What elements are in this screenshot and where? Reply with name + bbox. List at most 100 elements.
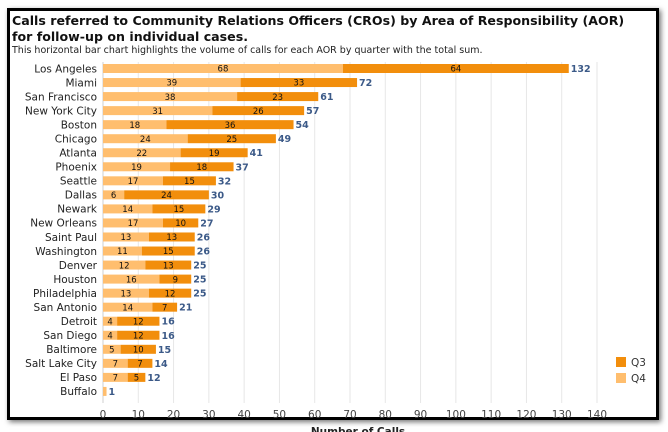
x-tick-label: 70 [343,409,356,421]
bar-q4 [103,204,153,214]
bar-q4 [103,218,163,228]
bar-q3-value-label: 25 [226,135,237,145]
bar-q4 [103,330,118,340]
total-value-label: 57 [306,106,319,117]
bar-q4-value-label: 13 [121,289,132,299]
x-tick-label: 30 [202,409,215,421]
bar-q4-value-label: 11 [117,247,128,257]
bar-q4 [103,148,181,158]
bar-q3-value-label: 13 [163,261,174,271]
total-value-label: 27 [200,218,213,229]
bar-q4 [103,64,343,73]
bar-q3 [166,120,294,130]
bar-q4-value-label: 38 [165,93,176,103]
bar-q4-value-label: 12 [119,261,130,271]
bar-q3 [117,330,160,340]
x-tick-label: 140 [587,409,607,421]
category-label: San Antonio [34,302,97,314]
total-value-label: 30 [211,190,225,201]
bar-q3 [120,344,156,354]
bar-q3-value-label: 5 [134,374,139,384]
category-label: Los Angeles [34,63,97,75]
category-label: San Diego [43,330,97,342]
bar-q4 [103,78,241,88]
category-label: Newark [57,204,98,216]
bar-q4 [103,288,149,298]
bar-q4 [103,302,153,312]
bar-q3 [141,246,195,256]
total-value-label: 61 [320,92,333,103]
legend-label-q3: Q3 [631,357,646,369]
bar-q4-value-label: 24 [140,135,151,145]
category-label: Dallas [65,190,97,202]
bar-q3-value-label: 10 [133,346,144,356]
category-label: Washington [35,246,97,258]
bar-q3-value-label: 26 [253,107,264,117]
total-value-label: 15 [158,345,171,356]
bar-q3-value-label: 7 [162,303,167,313]
bar-q4-value-label: 14 [122,303,133,313]
bar-q4 [103,274,160,284]
x-tick-label: 130 [552,409,572,421]
bar-q3 [237,92,319,102]
bar-q4-value-label: 19 [131,163,142,173]
bar-q4-value-label: 18 [129,121,140,131]
bar-q4 [103,232,149,242]
category-label: Seattle [60,176,97,188]
bar-q3 [117,316,160,326]
category-label: El Paso [60,372,97,384]
bar-q4-value-label: 7 [113,374,118,384]
bar-q3-value-label: 15 [173,205,184,215]
x-axis-title: Number of Calls [311,426,405,432]
bar-q3-value-label: 33 [293,79,304,89]
bar-q4 [103,92,238,102]
x-tick-label: 90 [414,409,427,421]
x-tick-label: 20 [167,409,180,421]
bar-q4 [103,120,167,130]
bar-q3 [148,288,192,298]
bar-q4-value-label: 5 [109,346,114,356]
bar-q4 [103,246,142,256]
bar-q4 [103,260,146,270]
bar-q4 [103,162,171,172]
bar-q3-value-label: 24 [161,191,172,201]
total-value-label: 25 [193,275,206,286]
bar-q4-value-label: 31 [152,107,163,117]
bar-q4-value-label: 17 [128,219,139,229]
bar-q3 [148,232,195,242]
x-tick-label: 0 [100,409,107,421]
category-label: Baltimore [46,344,97,356]
bar-q4 [103,190,125,200]
x-tick-label: 80 [379,409,392,421]
category-label: New Orleans [30,218,97,230]
bar-q3-value-label: 9 [173,275,178,285]
bar-q4-value-label: 7 [113,360,118,370]
total-value-label: 16 [161,317,175,328]
bar-q3-value-label: 10 [175,219,186,229]
total-value-label: 32 [218,176,231,187]
bar-q3-value-label: 15 [163,247,174,257]
bar-q4-value-label: 17 [128,177,139,187]
bar-q3 [124,190,209,200]
bar-q3-value-label: 12 [165,289,176,299]
category-label: New York City [25,105,97,117]
total-value-label: 25 [193,261,206,272]
bar-q4-value-label: 4 [107,317,112,327]
bar-q3 [127,372,146,382]
bar-q3-value-label: 7 [137,360,142,370]
bar-q3 [152,204,206,214]
x-tick-label: 100 [446,409,466,421]
bar-q4 [103,372,128,382]
bar-q4-value-label: 6 [111,191,116,201]
total-value-label: 26 [197,232,211,243]
bar-q3 [187,134,276,144]
category-label: San Francisco [25,91,97,103]
bar-q4 [103,106,213,116]
category-label: Phoenix [55,162,97,174]
total-value-label: 1 [109,387,116,398]
category-label: Buffalo [60,386,97,398]
bar-q4-value-label: 4 [107,331,112,341]
bar-q3-value-label: 15 [184,177,195,187]
x-tick-label: 10 [132,409,145,421]
bar-q4-value-label: 14 [122,205,133,215]
